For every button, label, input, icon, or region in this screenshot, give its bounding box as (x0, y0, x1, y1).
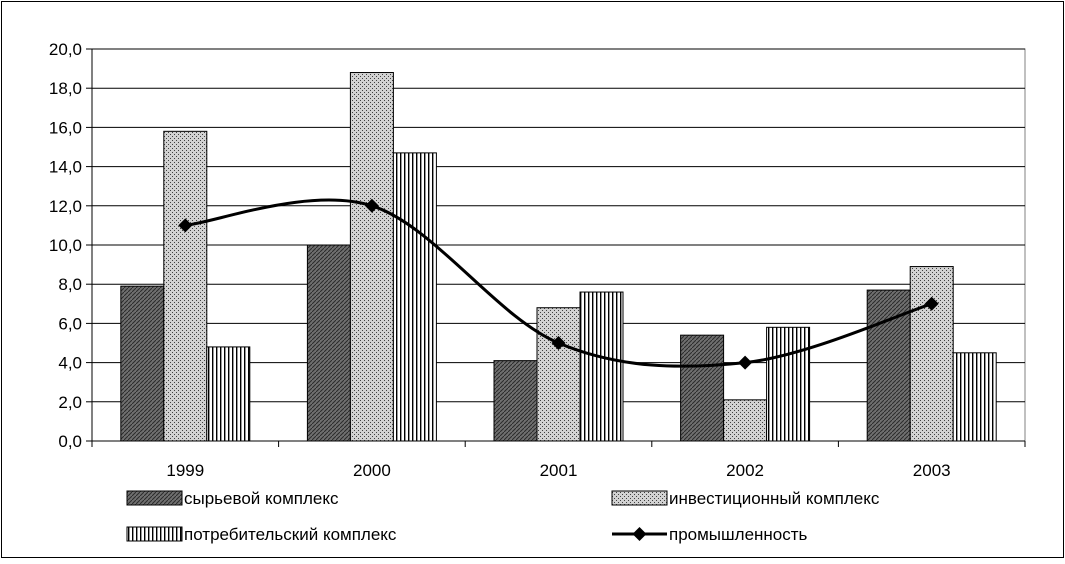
bar-2-2003 (909, 266, 954, 442)
axes (91, 49, 1026, 447)
bar-2-2000 (349, 72, 394, 442)
y-tick-label: 16,0 (49, 118, 82, 137)
bars (120, 72, 997, 442)
x-tick-label: 2000 (353, 461, 391, 480)
bar-3-1999 (206, 346, 251, 442)
legend: сырьевой комплекс инвестиционный комплекс… (126, 489, 880, 544)
legend-label-2: инвестиционный комплекс (669, 489, 880, 508)
line-point-2002 (738, 355, 753, 370)
y-tick-label: 4,0 (58, 354, 82, 373)
x-axis-tick-labels: 1999 2000 2001 2002 2003 (166, 461, 950, 480)
x-tick-label: 1999 (166, 461, 204, 480)
legend-swatch-1 (126, 490, 183, 506)
bar-3-2003 (952, 352, 997, 442)
y-tick-label: 0,0 (58, 432, 82, 451)
legend-swatch-3 (126, 526, 183, 542)
bar-3-2000 (392, 152, 437, 442)
y-tick-label: 10,0 (49, 236, 82, 255)
y-tick-label: 18,0 (49, 79, 82, 98)
line-point-2000 (364, 198, 379, 213)
line-point-2003 (924, 296, 939, 311)
legend-line-marker (632, 527, 647, 541)
y-tick-label: 12,0 (49, 197, 82, 216)
y-tick-label: 14,0 (49, 158, 82, 177)
bar-3-2002 (766, 326, 811, 442)
legend-label-4: промышленность (669, 525, 808, 544)
y-tick-label: 20,0 (49, 40, 82, 59)
bar-1-2002 (680, 334, 725, 442)
x-tick-label: 2001 (540, 461, 578, 480)
legend-label-3: потребительский комплекс (184, 525, 397, 544)
x-tick-label: 2002 (726, 461, 764, 480)
line-point-1999 (178, 218, 193, 233)
bar-2-1999 (163, 130, 208, 442)
legend-swatch-2 (611, 490, 668, 506)
bar-1-2000 (306, 244, 351, 442)
x-tick-label: 2003 (913, 461, 951, 480)
legend-label-1: сырьевой комплекс (184, 489, 339, 508)
line-point-2001 (551, 336, 566, 350)
y-tick-label: 8,0 (58, 275, 82, 294)
bar-1-2001 (493, 360, 538, 442)
y-tick-label: 2,0 (58, 393, 82, 412)
bar-2-2002 (723, 399, 768, 442)
bar-3-2001 (579, 291, 624, 442)
bar-1-1999 (120, 285, 165, 442)
bar-2-2001 (536, 307, 581, 442)
y-tick-label: 6,0 (58, 314, 82, 333)
line-series (178, 198, 939, 370)
y-axis-tick-labels: 0,0 2,0 4,0 6,0 8,0 10,0 12,0 14,0 16,0 18,0 20,0 (49, 40, 92, 451)
